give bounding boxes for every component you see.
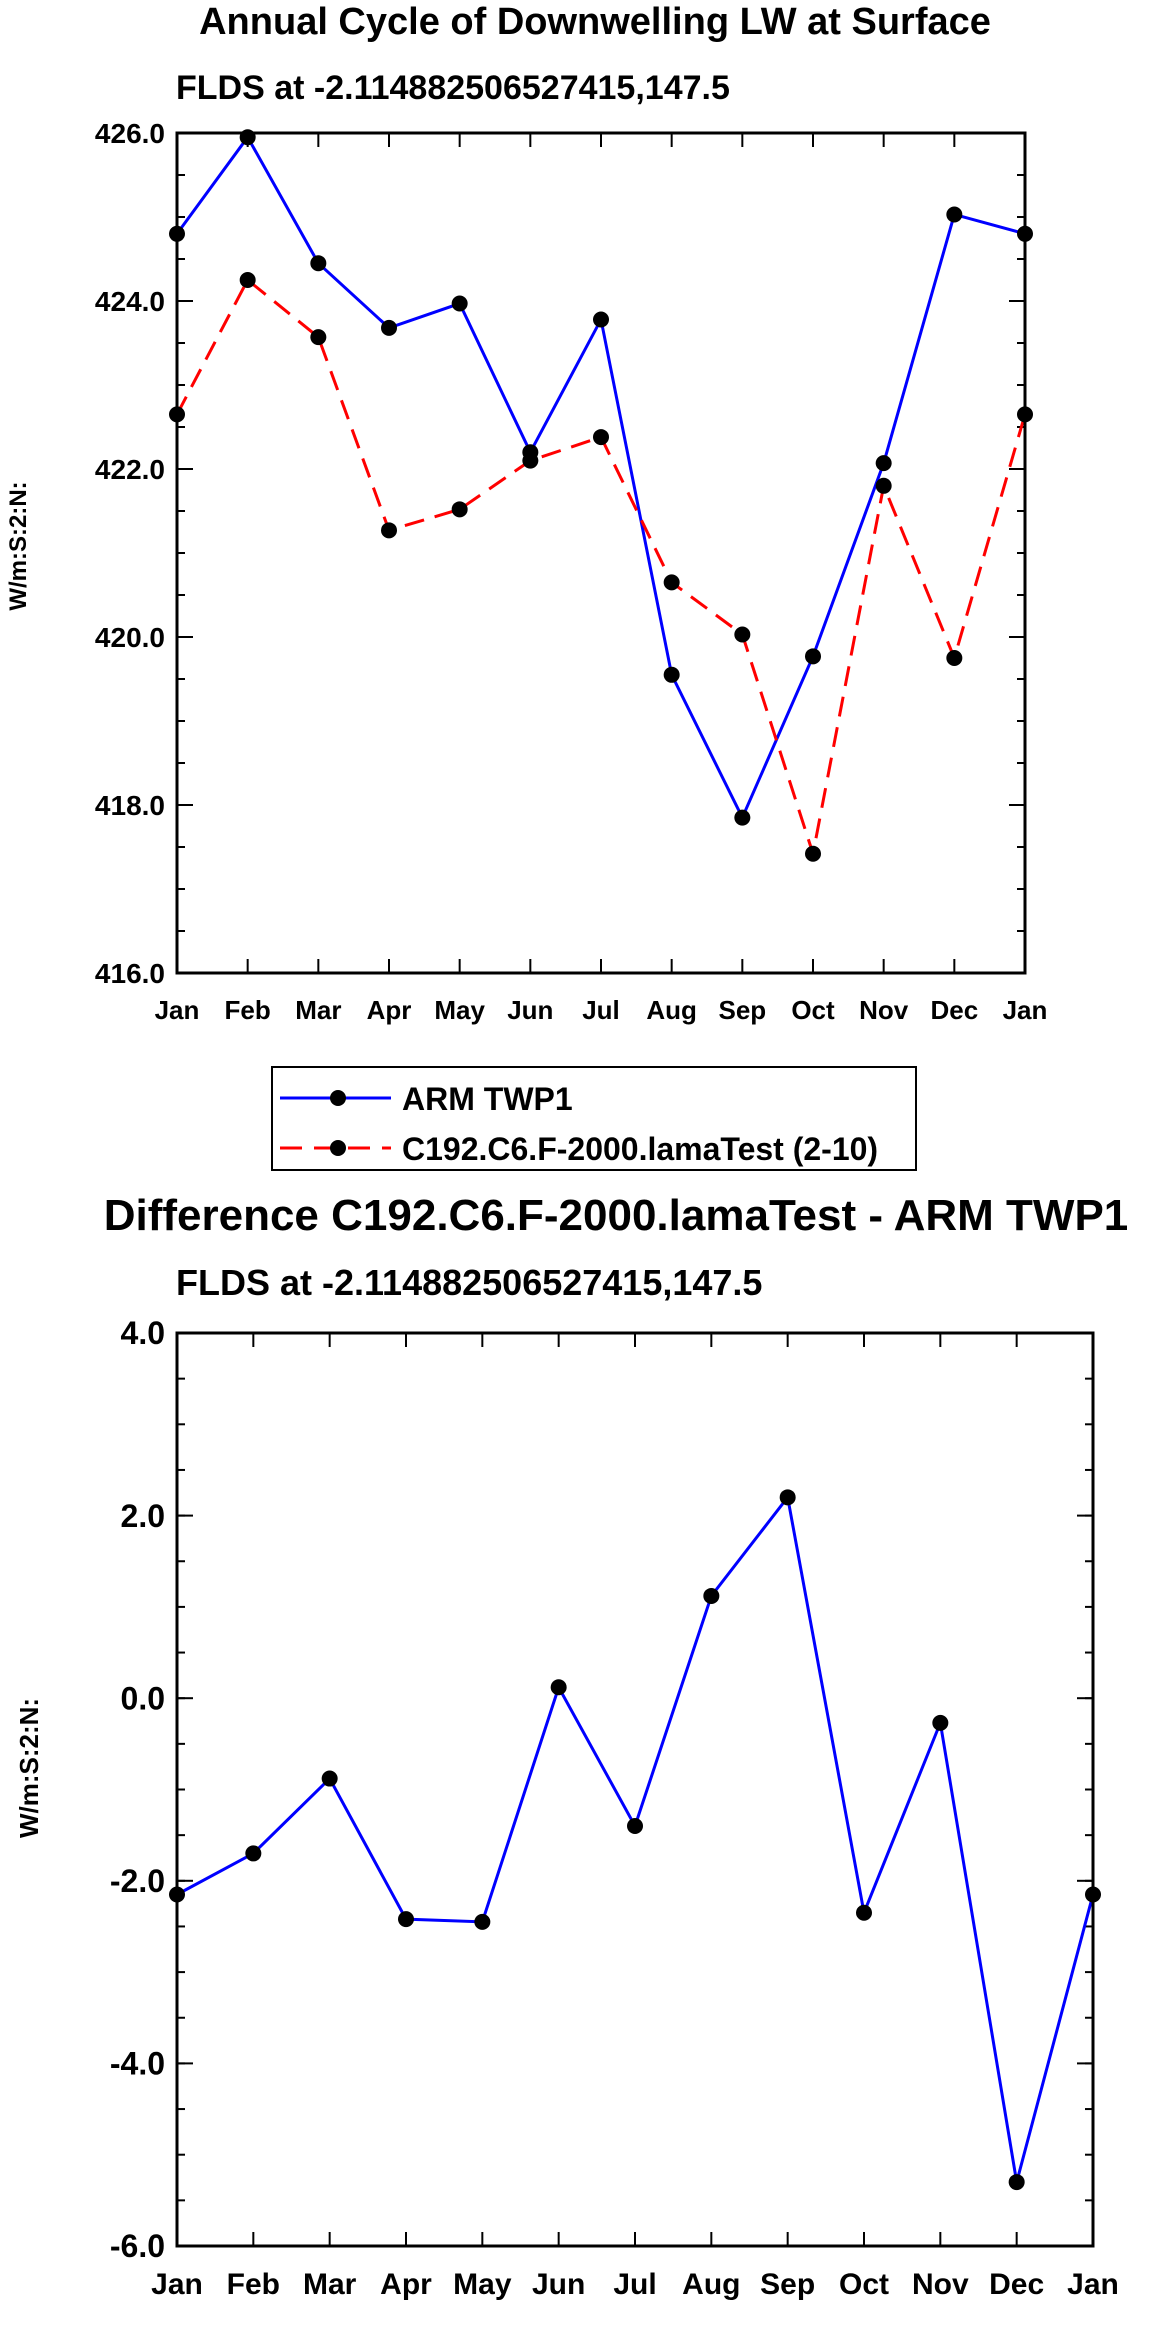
series-0-point <box>310 255 327 272</box>
x-tick-label: Jul <box>582 995 620 1025</box>
y-tick-label: 416.0 <box>95 958 165 989</box>
x-tick-label: Apr <box>380 2268 432 2301</box>
x-tick-label: Dec <box>989 2268 1044 2301</box>
x-tick-label: Jan <box>155 995 200 1025</box>
top-chart-subtitle: FLDS at -2.114882506527415,147.5 <box>176 69 730 107</box>
x-tick-label: Jun <box>532 2268 585 2301</box>
series-line-0 <box>175 134 1026 822</box>
legend-arm-marker <box>330 1090 346 1106</box>
y-tick-label: 418.0 <box>95 790 165 821</box>
series-1-point <box>381 522 397 539</box>
legend-box <box>271 1066 917 1171</box>
x-tick-label: Jul <box>613 2268 656 2301</box>
x-tick-label: Mar <box>295 995 341 1025</box>
y-tick-label: -2.0 <box>110 1863 165 1899</box>
x-tick-label: Oct <box>791 995 835 1025</box>
y-tick-label: 426.0 <box>95 118 165 149</box>
top-chart-title: Annual Cycle of Downwelling LW at Surfac… <box>199 1 991 43</box>
series-1-point <box>239 272 256 288</box>
series-line-0 <box>176 1493 1095 2183</box>
series-0-point <box>875 455 892 472</box>
series-0-point <box>593 311 609 328</box>
series-0-point <box>474 1913 491 1930</box>
y-tick-label: 2.0 <box>121 1498 165 1534</box>
x-tick-label: Apr <box>367 995 412 1025</box>
y-tick-label: 0.0 <box>121 1680 165 1716</box>
series-1-point <box>593 429 609 446</box>
x-tick-label: Nov <box>859 995 909 1025</box>
x-tick-label: Sep <box>718 995 766 1025</box>
difference-chart: Difference C192.C6.F-2000.lamaTest - ARM… <box>14 1191 1128 2301</box>
series-1-point <box>946 650 963 666</box>
x-tick-label: Feb <box>227 2268 280 2301</box>
difference-chart-subtitle: FLDS at -2.114882506527415,147.5 <box>176 1262 762 1303</box>
x-tick-label: Sep <box>760 2268 815 2301</box>
series-line-1 <box>175 277 1027 855</box>
series-0-point <box>245 1845 262 1862</box>
x-tick-label: Aug <box>682 2268 740 2301</box>
difference-chart-series <box>169 1489 1101 2191</box>
x-tick-label: Jan <box>151 2268 203 2301</box>
y-tick-label: 424.0 <box>95 286 165 317</box>
series-1-point <box>734 626 751 643</box>
x-tick-label: May <box>453 2268 512 2301</box>
y-tick-label: 420.0 <box>95 622 165 653</box>
series-1-point <box>310 329 327 346</box>
series-0-point <box>663 666 680 683</box>
x-tick-label: May <box>434 995 485 1025</box>
y-tick-label: 422.0 <box>95 454 165 485</box>
x-tick-label: Jun <box>507 995 553 1025</box>
series-1-point <box>875 477 892 494</box>
series-0-point <box>381 319 397 336</box>
series-0-point <box>779 1489 796 1506</box>
legend-model-label: C192.C6.F-2000.lamaTest (2-10) <box>402 1131 878 1167</box>
series-0-point <box>321 1770 338 1787</box>
difference-chart-frame <box>175 1331 1095 2248</box>
x-tick-label: Nov <box>912 2268 969 2301</box>
series-0-point <box>856 1904 872 1921</box>
legend-arm-label: ARM TWP1 <box>402 1081 573 1117</box>
series-0-point <box>805 648 821 665</box>
series-1-point <box>663 574 680 591</box>
series-1-point <box>805 845 821 862</box>
series-1-point <box>451 501 468 518</box>
x-tick-label: Jan <box>1003 995 1048 1025</box>
top-chart-ylabel: W/m:S:2:N: <box>5 481 32 610</box>
series-1-point <box>522 452 539 469</box>
x-tick-label: Aug <box>646 995 697 1025</box>
series-0-point <box>946 206 963 223</box>
difference-chart-title: Difference C192.C6.F-2000.lamaTest - ARM… <box>104 1191 1129 1240</box>
top-chart-frame <box>175 131 1027 975</box>
x-tick-label: Mar <box>303 2268 357 2301</box>
difference-chart-ylabel: W/m:S:2:N: <box>14 1698 44 1838</box>
x-tick-label: Dec <box>930 995 978 1025</box>
legend-model-marker <box>330 1140 346 1156</box>
y-tick-label: 4.0 <box>121 1315 165 1351</box>
x-tick-label: Jan <box>1067 2268 1119 2301</box>
series-0-point <box>734 809 751 826</box>
difference-chart-axes: Jan Feb Mar Apr May Jun Jul Aug Sep Oct Nov Dec Jan -… <box>110 1315 1119 2301</box>
x-tick-label: Oct <box>839 2268 889 2301</box>
y-tick-label: -6.0 <box>110 2228 165 2264</box>
series-0-point <box>550 1679 567 1696</box>
y-tick-label: -4.0 <box>110 2046 165 2082</box>
series-0-point <box>398 1911 414 1928</box>
series-0-point <box>451 295 468 312</box>
x-tick-label: Feb <box>225 995 271 1025</box>
legend: ARM TWP1 C192.C6.F-2000.lamaTest (2-10) <box>271 1066 917 1171</box>
series-0-point <box>1008 2174 1025 2191</box>
top-chart: Annual Cycle of Downwelling LW at Surfac… <box>5 1 1047 1025</box>
top-chart-axes: Jan Feb Mar Apr May Jun Jul Aug Sep Oct Nov Dec Jan 4… <box>95 118 1047 1025</box>
series-0-point <box>932 1714 949 1731</box>
series-0-point <box>627 1818 643 1835</box>
top-chart-series <box>169 129 1033 862</box>
series-0-point <box>703 1587 720 1604</box>
